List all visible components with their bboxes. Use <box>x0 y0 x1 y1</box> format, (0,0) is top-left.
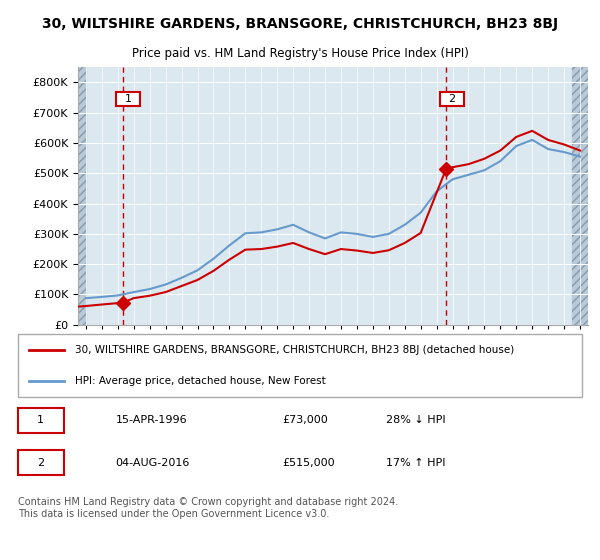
FancyBboxPatch shape <box>116 92 140 106</box>
Text: HPI: Average price, detached house, New Forest: HPI: Average price, detached house, New … <box>76 376 326 386</box>
Text: Price paid vs. HM Land Registry's House Price Index (HPI): Price paid vs. HM Land Registry's House … <box>131 47 469 60</box>
Text: £73,000: £73,000 <box>283 416 328 426</box>
Bar <box>572 67 588 325</box>
Bar <box>78 67 86 325</box>
FancyBboxPatch shape <box>440 92 464 106</box>
Text: 2: 2 <box>37 458 44 468</box>
Text: 04-AUG-2016: 04-AUG-2016 <box>116 458 190 468</box>
Text: 28% ↓ HPI: 28% ↓ HPI <box>386 416 446 426</box>
Text: 30, WILTSHIRE GARDENS, BRANSGORE, CHRISTCHURCH, BH23 8BJ (detached house): 30, WILTSHIRE GARDENS, BRANSGORE, CHRIST… <box>76 345 515 355</box>
Bar <box>78 67 86 325</box>
Text: £515,000: £515,000 <box>283 458 335 468</box>
FancyBboxPatch shape <box>18 450 64 475</box>
Text: 2: 2 <box>448 94 455 104</box>
FancyBboxPatch shape <box>18 408 64 433</box>
Bar <box>572 67 588 325</box>
Text: 17% ↑ HPI: 17% ↑ HPI <box>386 458 446 468</box>
FancyBboxPatch shape <box>18 334 582 397</box>
Text: 30, WILTSHIRE GARDENS, BRANSGORE, CHRISTCHURCH, BH23 8BJ: 30, WILTSHIRE GARDENS, BRANSGORE, CHRIST… <box>42 17 558 31</box>
Text: 1: 1 <box>37 416 44 426</box>
Text: 15-APR-1996: 15-APR-1996 <box>116 416 187 426</box>
Text: Contains HM Land Registry data © Crown copyright and database right 2024.
This d: Contains HM Land Registry data © Crown c… <box>18 497 398 519</box>
Text: 1: 1 <box>125 94 132 104</box>
